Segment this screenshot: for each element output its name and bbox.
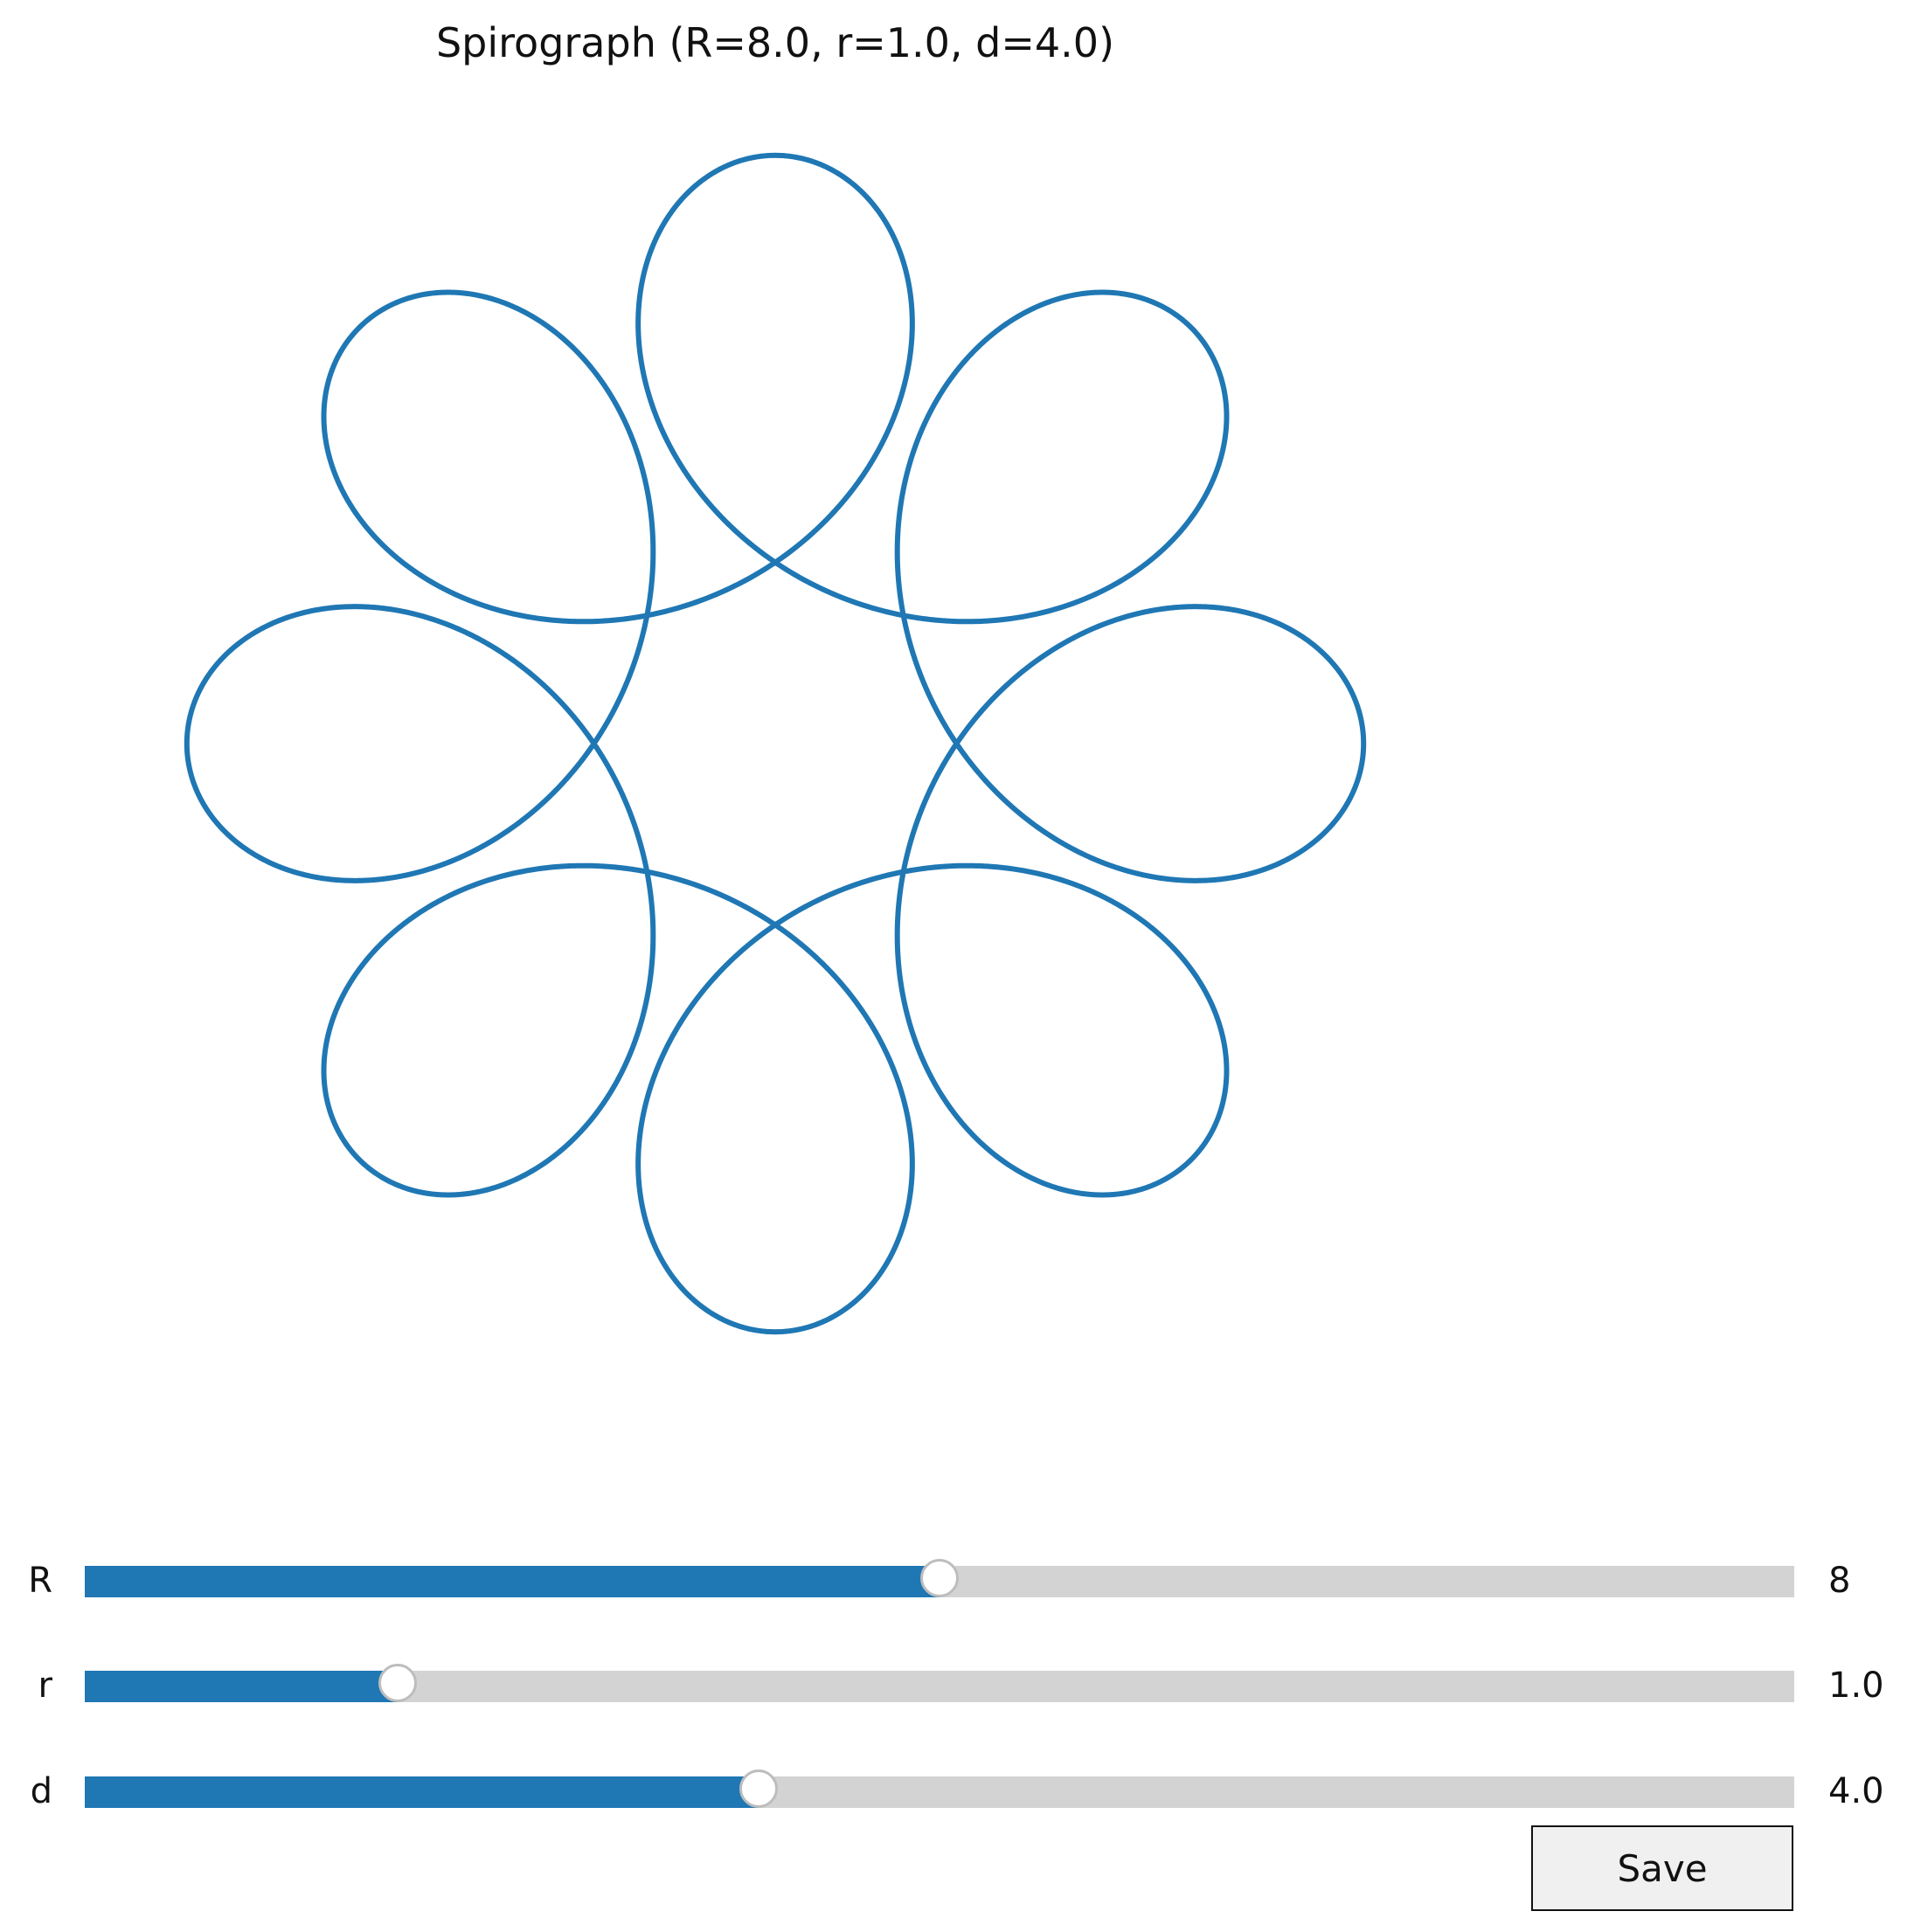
save-button[interactable]: Save bbox=[1531, 1825, 1793, 1911]
slider-r[interactable]: r 1.0 bbox=[0, 1660, 1907, 1713]
slider-value-d: 4.0 bbox=[1828, 1771, 1884, 1811]
slider-label-d: d bbox=[30, 1771, 52, 1811]
slider-track-R[interactable] bbox=[85, 1559, 1794, 1597]
slider-fill-R bbox=[85, 1566, 940, 1597]
slider-R[interactable]: R 8 bbox=[0, 1555, 1907, 1608]
slider-track-r[interactable] bbox=[85, 1664, 1794, 1702]
spirograph-curve bbox=[184, 152, 1367, 1335]
spirograph-plot bbox=[184, 152, 1367, 1335]
slider-label-R: R bbox=[28, 1561, 52, 1601]
slider-thumb-d[interactable] bbox=[739, 1769, 778, 1808]
save-button-label: Save bbox=[1617, 1846, 1708, 1890]
slider-value-R: 8 bbox=[1828, 1561, 1851, 1601]
slider-thumb-R[interactable] bbox=[920, 1559, 959, 1597]
slider-fill-d bbox=[85, 1776, 759, 1808]
slider-fill-r bbox=[85, 1671, 398, 1702]
slider-track-d[interactable] bbox=[85, 1769, 1794, 1808]
slider-thumb-r[interactable] bbox=[378, 1664, 417, 1702]
slider-value-r: 1.0 bbox=[1828, 1665, 1884, 1706]
slider-d[interactable]: d 4.0 bbox=[0, 1766, 1907, 1818]
plot-title: Spirograph (R=8.0, r=1.0, d=4.0) bbox=[435, 19, 1115, 66]
slider-label-r: r bbox=[38, 1665, 52, 1706]
